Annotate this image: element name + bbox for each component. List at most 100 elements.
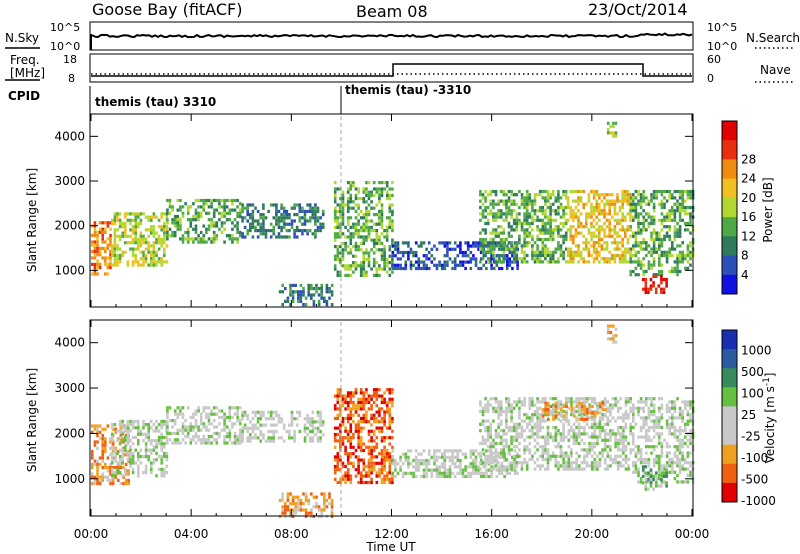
power-echo-cell [618, 260, 622, 264]
power-echo-cell [139, 244, 143, 248]
power-echo-cell [484, 209, 487, 213]
power-echo-cell [624, 193, 627, 197]
colorbar-swatch [722, 217, 737, 237]
power-echo-cell [225, 211, 229, 215]
power-echo-cell [101, 234, 104, 238]
velocity-echo-cell [575, 401, 579, 405]
velocity-echo-cell [383, 468, 386, 472]
velocity-echo-cell [259, 410, 262, 414]
power-echo-cell [658, 244, 661, 248]
power-echo-cell [129, 221, 132, 226]
power-echo-cell [163, 225, 166, 229]
velocity-echo-cell [106, 469, 110, 473]
power-echo-cell [579, 212, 583, 216]
velocity-echo-cell [525, 445, 529, 449]
velocity-echo-cell [616, 400, 620, 404]
power-echo-cell [282, 216, 286, 220]
power-echo-cell [220, 205, 224, 209]
power-echo-cell [671, 209, 674, 213]
power-echo-cell [645, 212, 648, 216]
velocity-echo-cell [388, 468, 392, 472]
power-echo-cell [137, 215, 140, 219]
power-echo-cell [520, 196, 524, 200]
power-echo-cell [383, 229, 386, 233]
power-echo-cell [375, 187, 379, 191]
velocity-echo-cell [505, 397, 508, 401]
velocity-echo-cell [290, 423, 294, 427]
velocity-echo-cell [388, 397, 392, 401]
power-echo-cell [684, 205, 687, 210]
power-echo-cell [536, 247, 539, 251]
velocity-echo-cell [611, 429, 615, 433]
power-echo-cell [109, 243, 112, 247]
power-echo-cell [98, 230, 102, 234]
velocity-echo-cell [122, 437, 125, 441]
power-echo-cell [380, 241, 384, 245]
power-echo-cell [251, 222, 255, 226]
velocity-echo-cell [311, 439, 315, 443]
power-echo-cell [629, 228, 632, 232]
power-echo-cell [686, 247, 690, 251]
power-echo-cell [367, 190, 371, 194]
velocity-echo-cell [365, 420, 368, 424]
power-echo-cell [505, 247, 508, 251]
velocity-echo-cell [412, 474, 415, 479]
power-echo-cell [634, 231, 638, 235]
velocity-echo-cell [557, 461, 560, 465]
velocity-echo-cell [469, 452, 473, 456]
power-echo-cell [388, 203, 392, 207]
velocity-echo-cell [341, 423, 345, 427]
power-echo-cell [166, 237, 169, 241]
velocity-echo-cell [570, 413, 573, 417]
power-echo-cell [383, 181, 386, 185]
power-echo-cell [378, 209, 381, 213]
power-echo-cell [238, 214, 242, 219]
power-echo-cell [574, 250, 578, 254]
power-echo-cell [349, 248, 353, 252]
power-echo-cell [422, 254, 426, 258]
power-echo-cell [621, 244, 624, 248]
velocity-echo-cell [267, 436, 270, 440]
velocity-echo-cell [336, 480, 340, 485]
velocity-echo-cell [314, 426, 317, 430]
power-echo-cell [494, 234, 498, 238]
velocity-echo-cell [531, 403, 534, 407]
power-echo-cell [163, 247, 166, 251]
velocity-echo-cell [570, 464, 573, 468]
power-echo-cell [385, 238, 389, 242]
velocity-echo-cell [507, 467, 511, 471]
velocity-echo-cell [199, 428, 203, 432]
velocity-echo-cell [380, 448, 384, 453]
velocity-echo-cell [562, 435, 565, 439]
power-echo-cell [647, 202, 651, 206]
velocity-echo-cell [484, 441, 487, 446]
power-echo-cell [676, 244, 679, 248]
power-echo-cell [98, 262, 102, 266]
cpid-segment-2: themis (tau) -3310 [345, 83, 471, 97]
power-echo-cell [243, 225, 247, 229]
velocity-echo-cell [114, 446, 117, 450]
velocity-echo-cell [606, 467, 610, 471]
velocity-echo-cell [111, 482, 115, 486]
velocity-echo-cell [383, 445, 386, 449]
velocity-echo-cell [536, 416, 539, 420]
velocity-echo-cell [336, 468, 340, 472]
power-echo-cell [481, 241, 485, 245]
velocity-echo-cell [647, 413, 651, 417]
power-echo-cell [629, 250, 632, 254]
date-title: 23/Oct/2014 [588, 0, 688, 19]
velocity-echo-cell [391, 388, 394, 392]
power-echo-cell [676, 266, 679, 270]
power-echo-cell [624, 189, 627, 194]
velocity-echo-cell [557, 406, 560, 410]
velocity-echo-cell [375, 394, 379, 398]
velocity-echo-cell [372, 394, 376, 398]
power-echo-cell [634, 215, 638, 219]
velocity-echo-cell [333, 439, 337, 443]
power-echo-cell [469, 257, 473, 261]
power-echo-cell [678, 231, 682, 235]
velocity-echo-cell [523, 413, 526, 417]
power-echo-cell [549, 212, 552, 216]
velocity-echo-cell [528, 441, 532, 446]
power-echo-cell [486, 212, 490, 216]
